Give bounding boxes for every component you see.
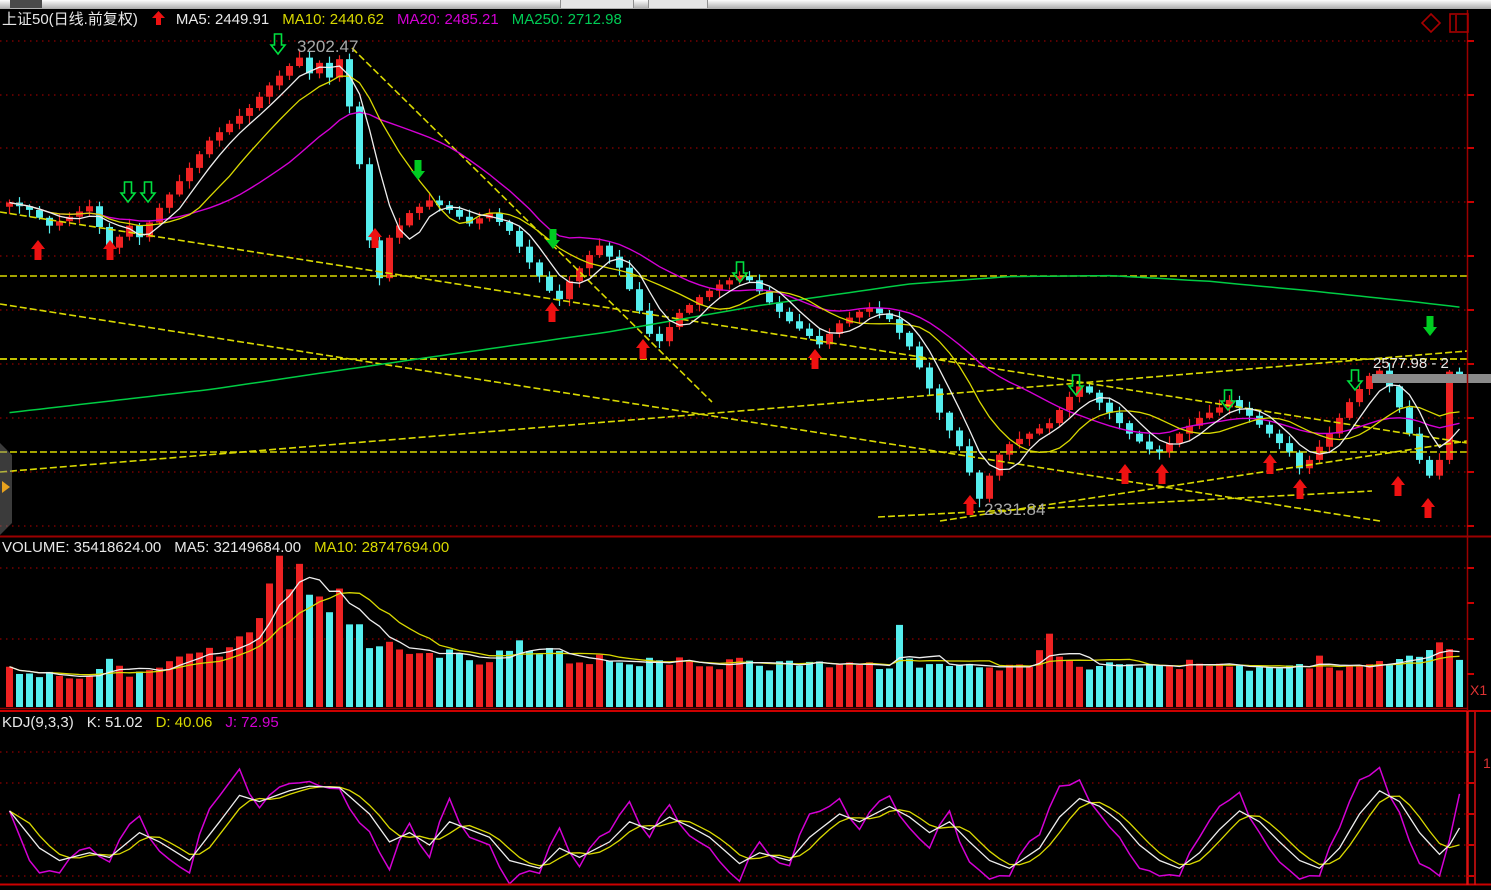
buy-arrow-icon <box>963 495 977 515</box>
window-edge-tab <box>648 0 708 8</box>
kdj-panel <box>8 766 1461 884</box>
sell-hollow-arrow-icon <box>139 181 157 204</box>
buy-arrow-icon <box>1421 498 1435 518</box>
chart-title: 上证50(日线.前复权) <box>2 11 138 28</box>
signal-markers <box>31 33 1437 518</box>
trough-price-label: 2331.84 <box>984 500 1046 519</box>
buy-arrow-icon <box>368 228 382 248</box>
buy-arrow-icon <box>1263 454 1277 474</box>
pane-label-x1: X1 <box>1470 682 1488 698</box>
buy-arrow-icon <box>545 302 559 322</box>
legend-item: MA10: 28747694.00 <box>314 539 450 556</box>
sell-hollow-arrow-icon <box>269 33 287 56</box>
kdj-axis-label: 1 <box>1483 755 1491 771</box>
panel-frames <box>0 10 1491 886</box>
buy-arrow-icon <box>31 240 45 260</box>
main-chart-header: 上证50(日线.前复权) MA5: 2449.91 MA10: 2440.62 MA2… <box>2 10 648 28</box>
window-edge-strip <box>0 0 1491 9</box>
legend-item: MA5: 32149684.00 <box>174 539 302 556</box>
sell-hollow-arrow-icon <box>119 181 137 204</box>
expand-pane-handle[interactable] <box>0 443 12 535</box>
up-arrow-icon <box>151 11 165 25</box>
legend-item: D: 40.06 <box>155 714 213 731</box>
ma-legend: MA5: 2449.91 MA10: 2440.62 MA20: 2485.21 MA… <box>176 11 635 28</box>
sell-arrow-icon <box>411 160 425 180</box>
buy-arrow-icon <box>1118 464 1132 484</box>
gridlines <box>0 40 1467 877</box>
legend-item: KDJ(9,3,3) <box>2 714 74 731</box>
sell-arrow-icon <box>546 229 560 249</box>
buy-arrow-icon <box>1391 476 1405 496</box>
sell-hollow-arrow-icon <box>1067 374 1085 397</box>
expand-pane-icon <box>2 481 10 493</box>
kdj-header: KDJ(9,3,3) K: 51.02 D: 40.06 J: 72.95 <box>2 714 292 732</box>
volume-header: VOLUME: 35418624.00 MA5: 32149684.00 MA10:… <box>2 539 462 557</box>
last-price-label: 2577.98 - 2 <box>1373 355 1449 372</box>
legend-item: K: 51.02 <box>86 714 143 731</box>
legend-item: MA20: 2485.21 <box>397 11 499 28</box>
buy-arrow-icon <box>103 240 117 260</box>
diamond-icon[interactable] <box>1420 12 1442 34</box>
sell-hollow-arrow-icon <box>1219 389 1237 412</box>
sell-hollow-arrow-icon <box>1346 369 1364 392</box>
buy-arrow-icon <box>636 339 650 359</box>
legend-item: MA10: 2440.62 <box>282 11 384 28</box>
legend-item: MA250: 2712.98 <box>511 11 622 28</box>
legend-item: J: 72.95 <box>225 714 279 731</box>
last-price-tag-bar <box>1372 374 1491 383</box>
price-panel <box>0 47 1467 522</box>
buy-arrow-icon <box>1293 479 1307 499</box>
sell-arrow-icon <box>1423 316 1437 336</box>
buy-arrow-icon <box>808 349 822 369</box>
window-edge-block <box>10 0 42 8</box>
peak-price-label: 3202.47 <box>297 37 359 56</box>
legend-item: VOLUME: 35418624.00 <box>2 539 162 556</box>
volume-panel <box>6 555 1463 707</box>
buy-arrow-icon <box>1155 464 1169 484</box>
legend-item: MA5: 2449.91 <box>175 11 270 28</box>
window-edge-tab <box>560 0 634 8</box>
sell-hollow-arrow-icon <box>731 261 749 284</box>
split-window-icon[interactable] <box>1449 13 1469 33</box>
